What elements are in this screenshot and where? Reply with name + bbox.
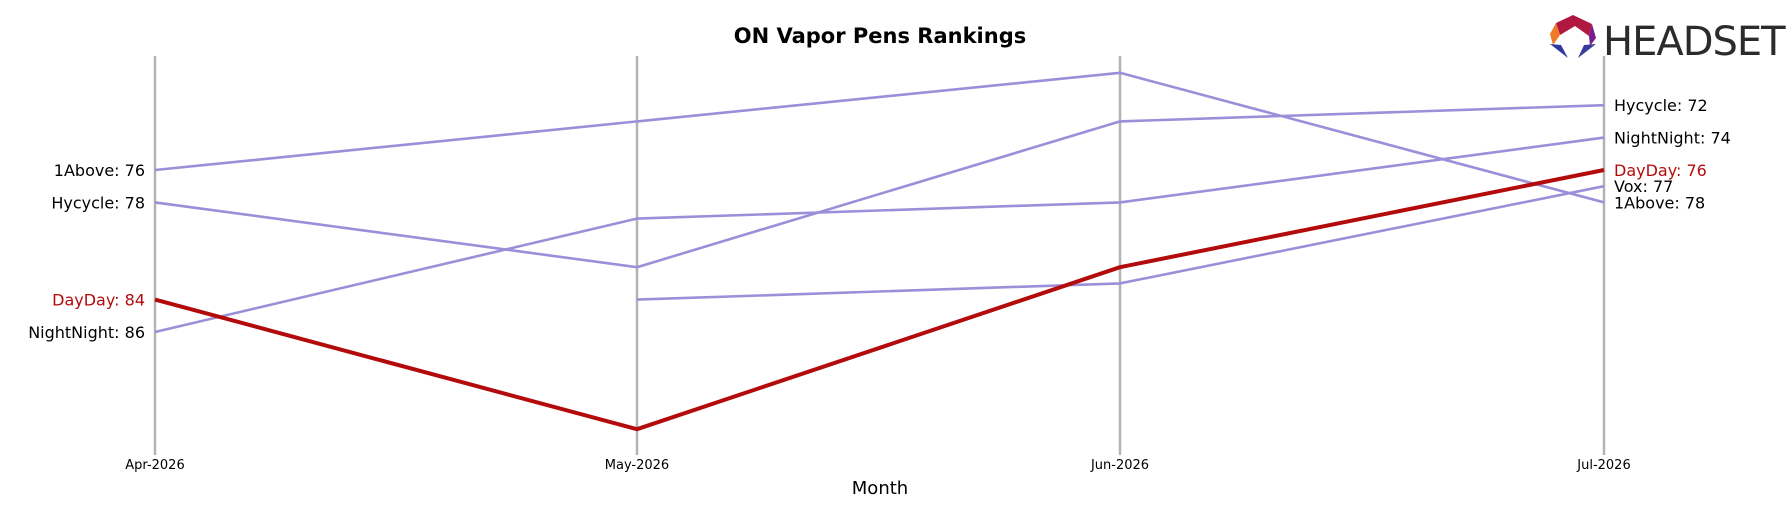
start-label: DayDay: 84 [52, 291, 145, 310]
x-tick-label: Apr-2026 [125, 458, 184, 473]
month-gridlines [153, 56, 1606, 455]
end-label: 1Above: 78 [1614, 193, 1705, 212]
series-line-dayday [154, 168, 1605, 432]
x-axis-label: Month [852, 478, 908, 499]
series-line-vox [636, 184, 1605, 301]
headset-logo: HEADSET [1550, 15, 1787, 65]
series-line-hycycle [154, 103, 1605, 269]
series-line-1above [154, 71, 1605, 204]
end-labels: Hycycle: 72 NightNight: 74 DayDay: 76Vox: … [1614, 96, 1731, 212]
start-label: Hycycle: 78 [51, 193, 145, 212]
x-tick-label: Jun-2026 [1090, 458, 1149, 473]
logo-text: HEADSET [1603, 19, 1786, 65]
end-label: DayDay: 76 [1614, 161, 1707, 180]
headset-hexagon-logo-icon [1550, 15, 1596, 58]
chart-title: ON Vapor Pens Rankings [734, 24, 1026, 48]
start-label: 1Above: 76 [54, 161, 145, 180]
start-label: NightNight: 86 [28, 323, 145, 342]
end-label: Vox: 77 [1614, 177, 1673, 196]
series-line-nightnight [154, 136, 1605, 334]
x-tick-label: Jul-2026 [1576, 458, 1630, 473]
series-lines [154, 71, 1605, 432]
end-label: NightNight: 74 [1614, 129, 1731, 148]
x-tick-labels: Apr-2026 May-2026 Jun-2026 Jul-2026 [125, 458, 1630, 473]
end-label: Hycycle: 72 [1614, 96, 1708, 115]
start-labels: 1Above: 76 Hycycle: 78 DayDay: 84 NightNigh… [28, 161, 145, 342]
x-tick-label: May-2026 [605, 458, 669, 473]
